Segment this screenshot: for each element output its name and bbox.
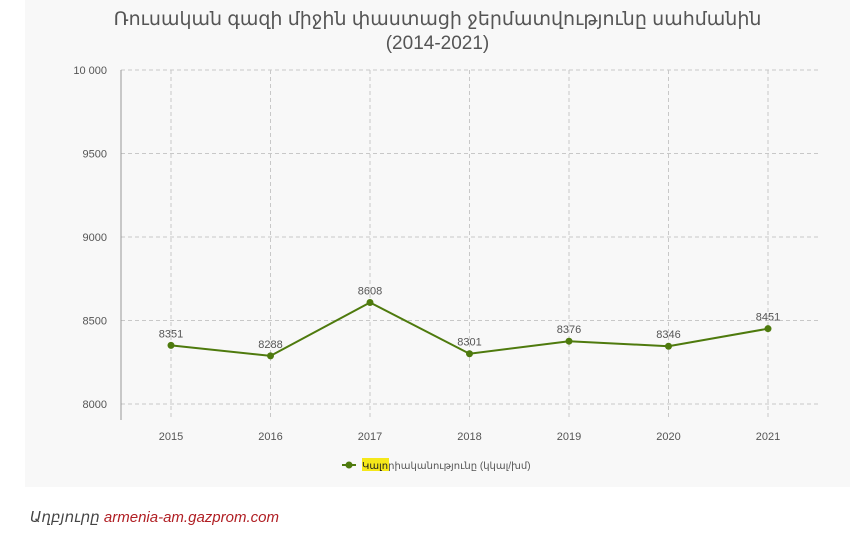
x-tick-label: 2018 bbox=[457, 431, 481, 443]
legend-entry-highlight: Կալո bbox=[362, 461, 388, 472]
data-point[interactable] bbox=[665, 342, 672, 350]
chart-title-line2: (2014-2021) bbox=[385, 33, 490, 54]
data-point[interactable] bbox=[267, 352, 274, 360]
chart-panel bbox=[25, 0, 850, 487]
data-label: 8288 bbox=[258, 339, 282, 351]
data-label: 8351 bbox=[159, 328, 183, 340]
legend-entry-rest: րիականությունը (կկալ/խմ) bbox=[388, 461, 530, 472]
x-tick-label: 2021 bbox=[756, 431, 780, 443]
x-tick-label: 2020 bbox=[656, 431, 680, 443]
chart-title: Ռուսական գազի միջին փաստացի ջերմատվությո… bbox=[25, 8, 850, 56]
data-point[interactable] bbox=[764, 325, 772, 333]
y-tick-label: 10 000 bbox=[73, 65, 107, 77]
legend-highlight bbox=[362, 458, 389, 471]
source-note: Աղբյուրը armenia-am.gazprom.com bbox=[30, 508, 279, 526]
x-tick-label: 2019 bbox=[557, 431, 581, 443]
source-link[interactable]: armenia-am.gazprom.com bbox=[103, 509, 279, 526]
chart-title-line1: Ռուսական գազի միջին փաստացի ջերմատվությո… bbox=[113, 9, 762, 30]
data-label: 8608 bbox=[358, 285, 382, 297]
legend-marker bbox=[345, 461, 353, 469]
data-point[interactable] bbox=[366, 298, 374, 306]
x-tick-label: 2015 bbox=[159, 431, 183, 443]
y-tick-label: 9500 bbox=[83, 149, 107, 161]
x-tick-label: 2017 bbox=[358, 431, 382, 443]
data-label: 8346 bbox=[656, 329, 680, 341]
data-point[interactable] bbox=[167, 341, 175, 349]
source-label: Աղբյուրը bbox=[30, 509, 100, 526]
data-label: 8451 bbox=[756, 312, 780, 324]
x-tick-label: 2016 bbox=[258, 431, 282, 443]
data-point[interactable] bbox=[466, 350, 473, 358]
y-tick-label: 8500 bbox=[83, 316, 107, 328]
y-tick-label: 8000 bbox=[83, 399, 107, 411]
data-point[interactable] bbox=[565, 337, 573, 345]
data-label: 8301 bbox=[457, 337, 481, 349]
data-label: 8376 bbox=[557, 324, 581, 336]
y-tick-label: 9000 bbox=[83, 232, 107, 244]
legend-entry: Կալորիականությունը (կկալ/խմ) bbox=[362, 461, 531, 472]
